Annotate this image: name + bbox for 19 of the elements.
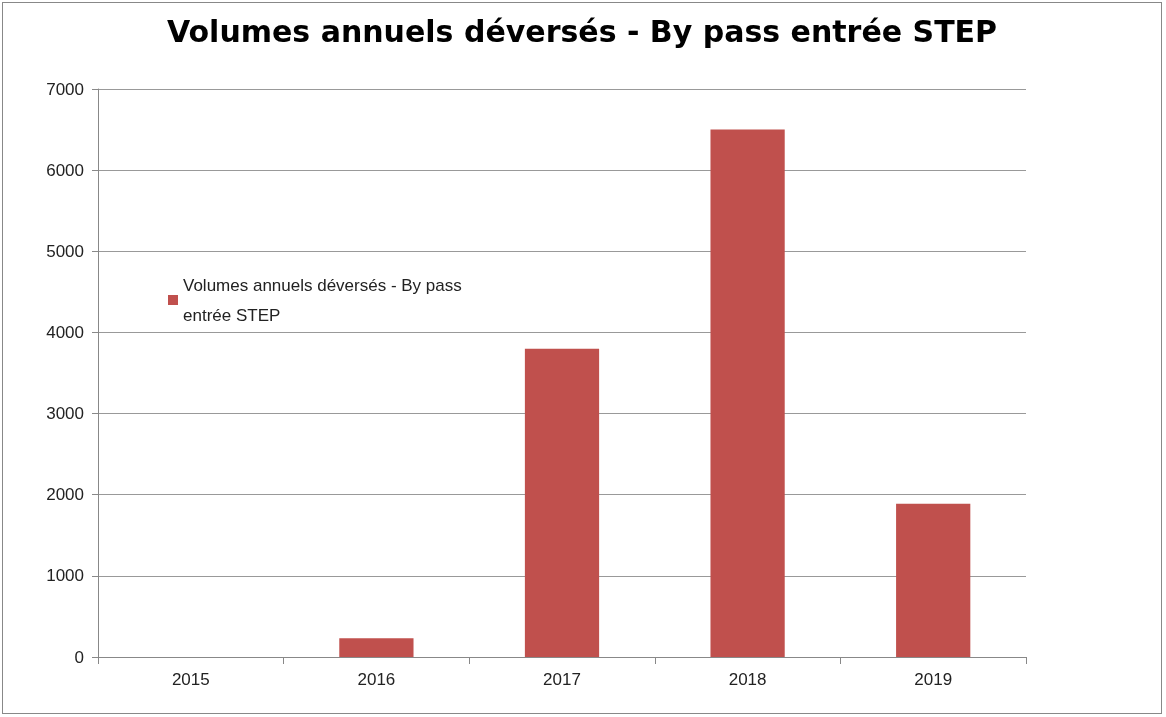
bar <box>710 129 785 657</box>
y-tick-label: 0 <box>74 647 84 667</box>
y-tick-label: 1000 <box>46 566 84 586</box>
bar <box>339 638 414 657</box>
y-tick-label: 6000 <box>46 160 84 180</box>
bar <box>524 348 600 657</box>
x-tick-label: 2018 <box>728 670 767 689</box>
x-tick-label: 2015 <box>171 670 210 689</box>
x-tick-label: 2016 <box>357 670 396 689</box>
y-tick-label: 7000 <box>46 79 84 99</box>
chart-title: Volumes annuels déversés - By pass entrée STEP <box>166 13 998 49</box>
bar <box>896 503 971 657</box>
x-tick-label: 2019 <box>914 670 953 689</box>
y-tick-label: 2000 <box>46 485 84 505</box>
legend-label: Volumes annuels déversés - By pass entrée STEP <box>183 275 467 325</box>
y-tick-label: 4000 <box>46 322 84 342</box>
y-tick-label: 3000 <box>46 404 84 424</box>
y-tick-label: 5000 <box>46 241 84 261</box>
x-tick-label: 2017 <box>543 670 581 689</box>
